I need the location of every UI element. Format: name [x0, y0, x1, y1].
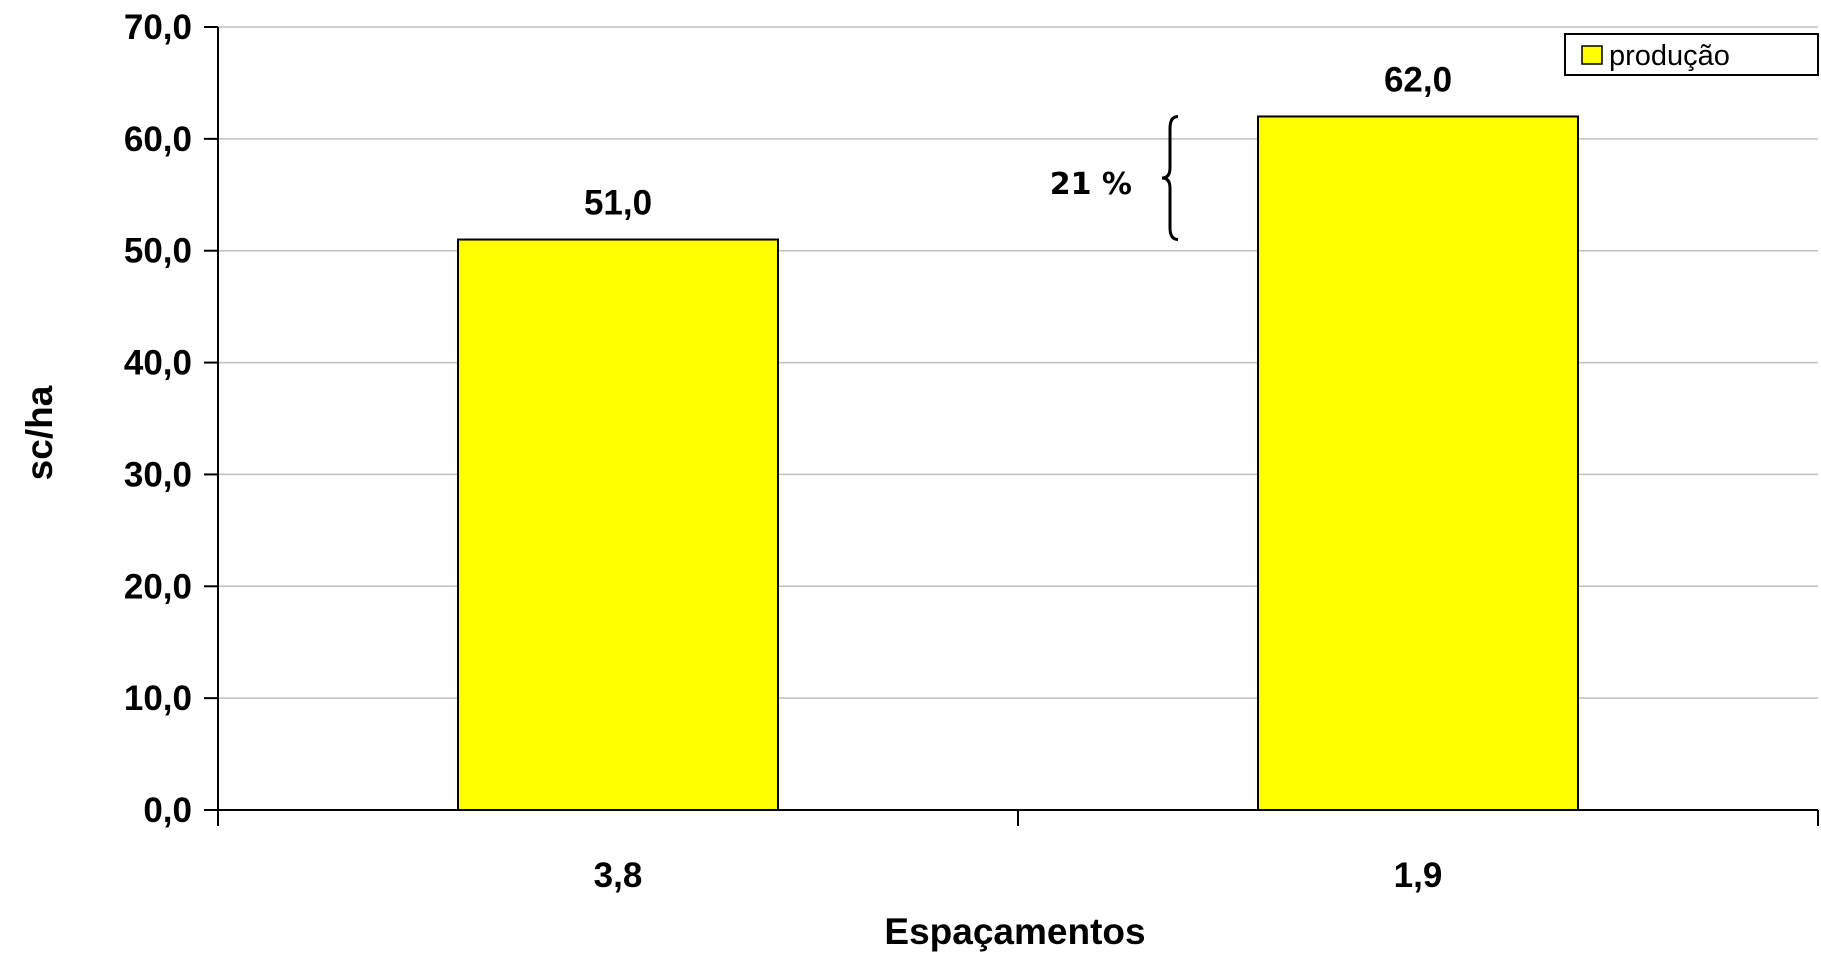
difference-annotation: 21 % — [1050, 114, 1179, 242]
legend: produção — [1564, 33, 1819, 76]
x-tick-label: 1,9 — [1394, 856, 1443, 895]
bar-value-label: 62,0 — [1384, 60, 1452, 99]
data-labels: 51,0 62,0 — [584, 60, 1452, 222]
axes — [204, 26, 1819, 826]
y-tick-label: 70,0 — [124, 8, 192, 47]
y-tick-label: 10,0 — [124, 679, 192, 718]
y-tick-label: 0,0 — [143, 791, 192, 830]
y-tick-labels: 0,0 10,0 20,0 30,0 40,0 50,0 60,0 70,0 — [124, 8, 192, 830]
bar — [1257, 115, 1579, 811]
bar — [457, 238, 779, 811]
difference-label: 21 % — [1050, 167, 1132, 202]
y-tick-label: 60,0 — [124, 120, 192, 159]
x-tick-labels: 3,8 1,9 — [594, 856, 1443, 895]
y-axis-title: sc/ha — [19, 385, 60, 480]
y-tick-label: 50,0 — [124, 232, 192, 271]
y-tick-label: 20,0 — [124, 567, 192, 606]
y-tick-label: 40,0 — [124, 344, 192, 383]
bar-value-label: 51,0 — [584, 184, 652, 223]
legend-label: produção — [1609, 40, 1730, 72]
legend-swatch — [1581, 45, 1603, 65]
curly-brace — [1161, 114, 1179, 242]
bars — [457, 115, 1579, 811]
legend-box — [1564, 33, 1819, 76]
x-tick-label: 3,8 — [594, 856, 643, 895]
x-axis-title: Espaçamentos — [884, 911, 1145, 952]
y-tick-label: 30,0 — [124, 455, 192, 494]
